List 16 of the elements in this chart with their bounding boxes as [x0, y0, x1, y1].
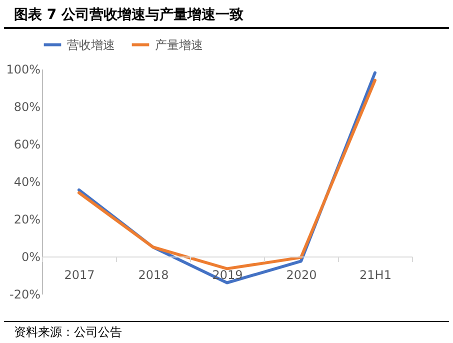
- y-tick-label: 60%: [14, 138, 40, 152]
- y-tick-label: 80%: [14, 100, 40, 114]
- x-tick-label: 2020: [286, 268, 317, 282]
- legend-label: 营收增速: [67, 38, 115, 52]
- x-tick-label: 2017: [64, 268, 95, 282]
- chart-title: 图表 7 公司营收增速与产量增速一致: [4, 0, 449, 29]
- x-tick-label: 2019: [212, 268, 243, 282]
- x-tick-label: 21H1: [360, 268, 392, 282]
- y-tick-label: 20%: [14, 212, 40, 226]
- y-tick-label: 100%: [6, 62, 40, 76]
- y-tick-label: 40%: [14, 175, 40, 189]
- legend-label: 产量增速: [155, 38, 203, 52]
- x-tick-label: 2018: [138, 268, 169, 282]
- y-tick-label: -20%: [9, 288, 40, 302]
- text: 资料来源：公司公告: [4, 321, 449, 343]
- y-tick-label: 0%: [21, 250, 40, 264]
